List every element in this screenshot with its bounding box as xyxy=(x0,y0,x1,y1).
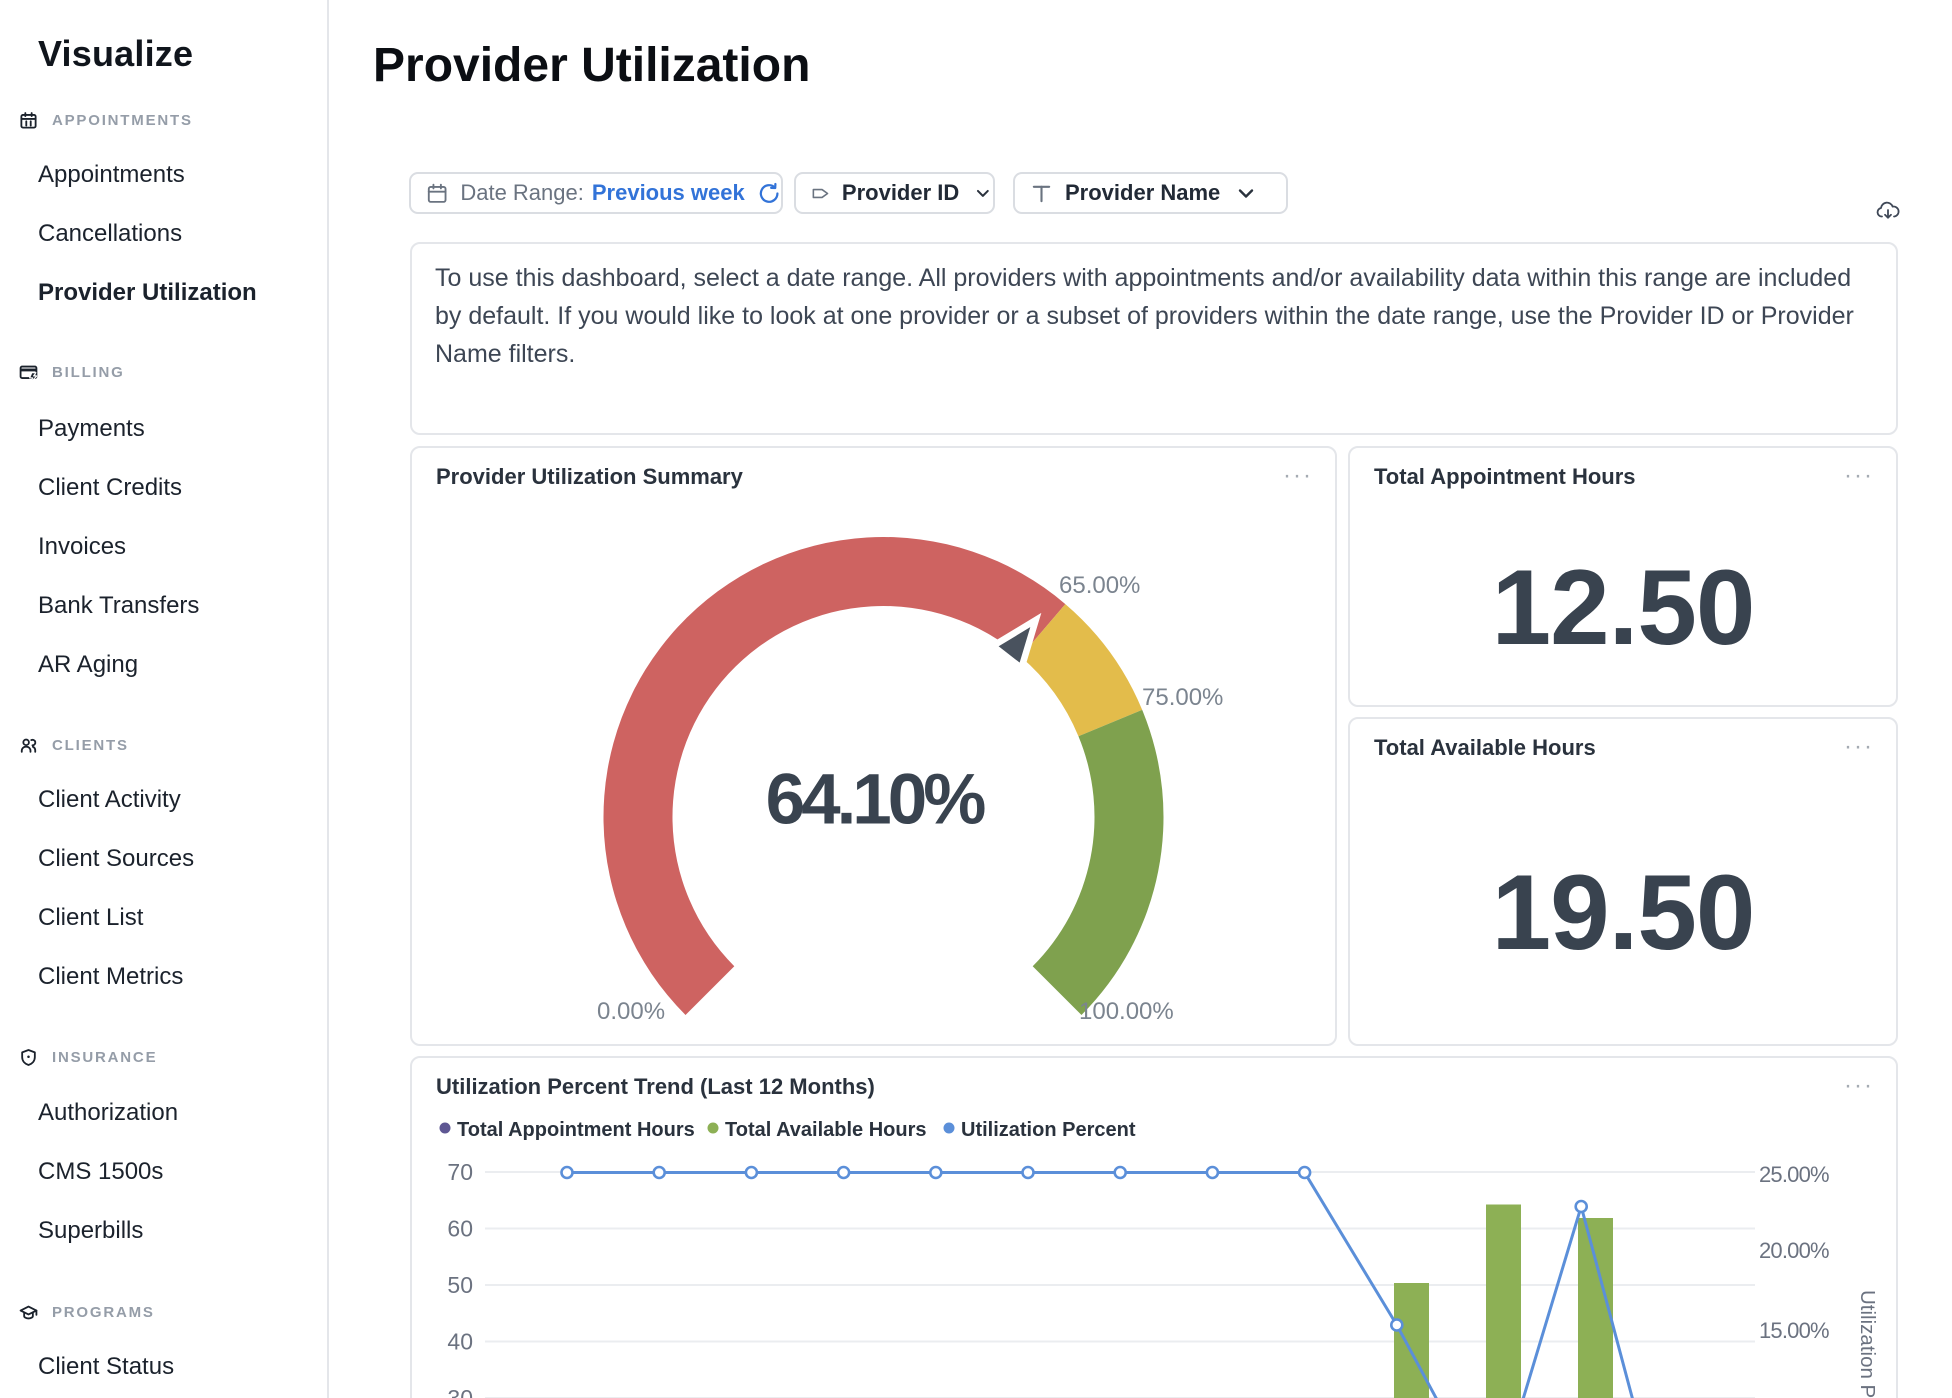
svg-text:50: 50 xyxy=(447,1272,473,1298)
svg-text:Utilization Percent: Utilization Percent xyxy=(1856,1290,1879,1398)
svg-text:40: 40 xyxy=(447,1329,473,1355)
svg-text:30: 30 xyxy=(447,1385,473,1398)
svg-text:25.00%: 25.00% xyxy=(1759,1162,1829,1187)
svg-text:70: 70 xyxy=(447,1159,473,1185)
svg-text:60: 60 xyxy=(447,1216,473,1242)
svg-text:64.10%: 64.10% xyxy=(766,761,986,840)
svg-text:Utilization Percent: Utilization Percent xyxy=(961,1119,1136,1141)
svg-text:15.00%: 15.00% xyxy=(1759,1318,1829,1343)
svg-text:0.00%: 0.00% xyxy=(597,998,665,1025)
svg-text:75.00%: 75.00% xyxy=(1142,684,1223,711)
svg-text:Total Available Hours: Total Available Hours xyxy=(725,1119,927,1141)
svg-text:Total Appointment Hours: Total Appointment Hours xyxy=(457,1119,695,1141)
svg-text:20.00%: 20.00% xyxy=(1759,1238,1829,1263)
svg-text:65.00%: 65.00% xyxy=(1059,572,1140,599)
svg-text:100.00%: 100.00% xyxy=(1079,998,1174,1025)
